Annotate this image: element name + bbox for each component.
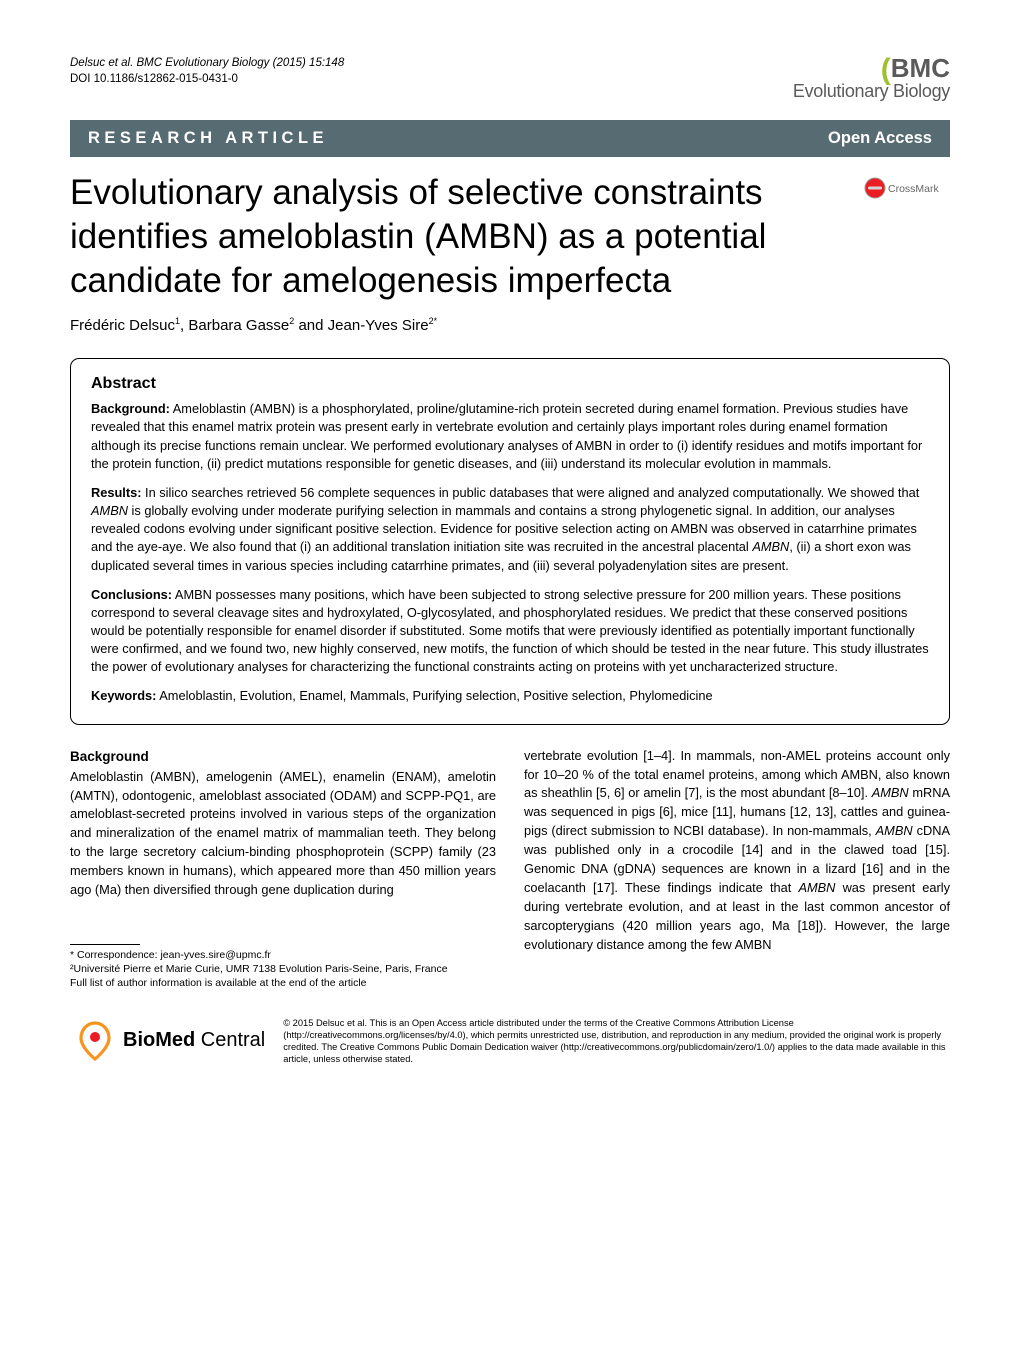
open-access-label: Open Access [828,129,932,148]
abstract-keywords: Keywords: Ameloblastin, Evolution, Ename… [91,687,929,705]
full-list-line: Full list of author information is avail… [70,976,496,990]
citation-block: Delsuc et al. BMC Evolutionary Biology (… [70,55,344,87]
logo-subtitle: Evolutionary Biology [793,81,950,102]
background-heading: Background [70,747,496,767]
citation-line: Delsuc et al. BMC Evolutionary Biology (… [70,55,344,71]
column-left: Background Ameloblastin (AMBN), amelogen… [70,747,496,991]
page-footer: BioMed Central © 2015 Delsuc et al. This… [70,1017,950,1065]
license-text: © 2015 Delsuc et al. This is an Open Acc… [283,1017,946,1065]
background-paragraph: Ameloblastin (AMBN), amelogenin (AMEL), … [70,768,496,901]
article-title: Evolutionary analysis of selective const… [70,171,858,302]
biomed-text: BioMed Central [123,1029,265,1052]
correspondence-line: * Correspondence: jean-yves.sire@upmc.fr [70,948,496,962]
author-3: Jean-Yves Sire [328,317,429,334]
biomed-central-logo: BioMed Central [74,1020,265,1062]
abstract-results: Results: In silico searches retrieved 56… [91,484,929,575]
doi-line: DOI 10.1186/s12862-015-0431-0 [70,71,344,87]
journal-logo: (BMC Evolutionary Biology [793,55,950,102]
body-col2: vertebrate evolution [1–4]. In mammals, … [524,747,950,955]
author-2: Barbara Gasse [188,317,289,334]
crossmark-label: CrossMark [888,183,940,195]
article-type: RESEARCH ARTICLE [88,129,328,148]
page-header: Delsuc et al. BMC Evolutionary Biology (… [70,55,950,102]
abstract-box: Abstract Background: Ameloblastin (AMBN)… [70,358,950,724]
article-type-banner: RESEARCH ARTICLE Open Access [70,120,950,157]
abstract-heading: Abstract [91,375,929,393]
author-1: Frédéric Delsuc [70,317,175,334]
abstract-background: Background: Ameloblastin (AMBN) is a pho… [91,400,929,473]
author-list: Frédéric Delsuc1, Barbara Gasse2 and Jea… [70,316,950,334]
abstract-conclusions: Conclusions: AMBN possesses many positio… [91,586,929,677]
footnotes: * Correspondence: jean-yves.sire@upmc.fr… [70,948,496,991]
crossmark-badge[interactable]: CrossMark [864,177,950,206]
column-right: vertebrate evolution [1–4]. In mammals, … [524,747,950,991]
biomed-icon [74,1020,116,1062]
body-columns: Background Ameloblastin (AMBN), amelogen… [70,747,950,991]
affiliation-line: ²Université Pierre et Marie Curie, UMR 7… [70,962,496,976]
footnote-divider [70,944,140,945]
